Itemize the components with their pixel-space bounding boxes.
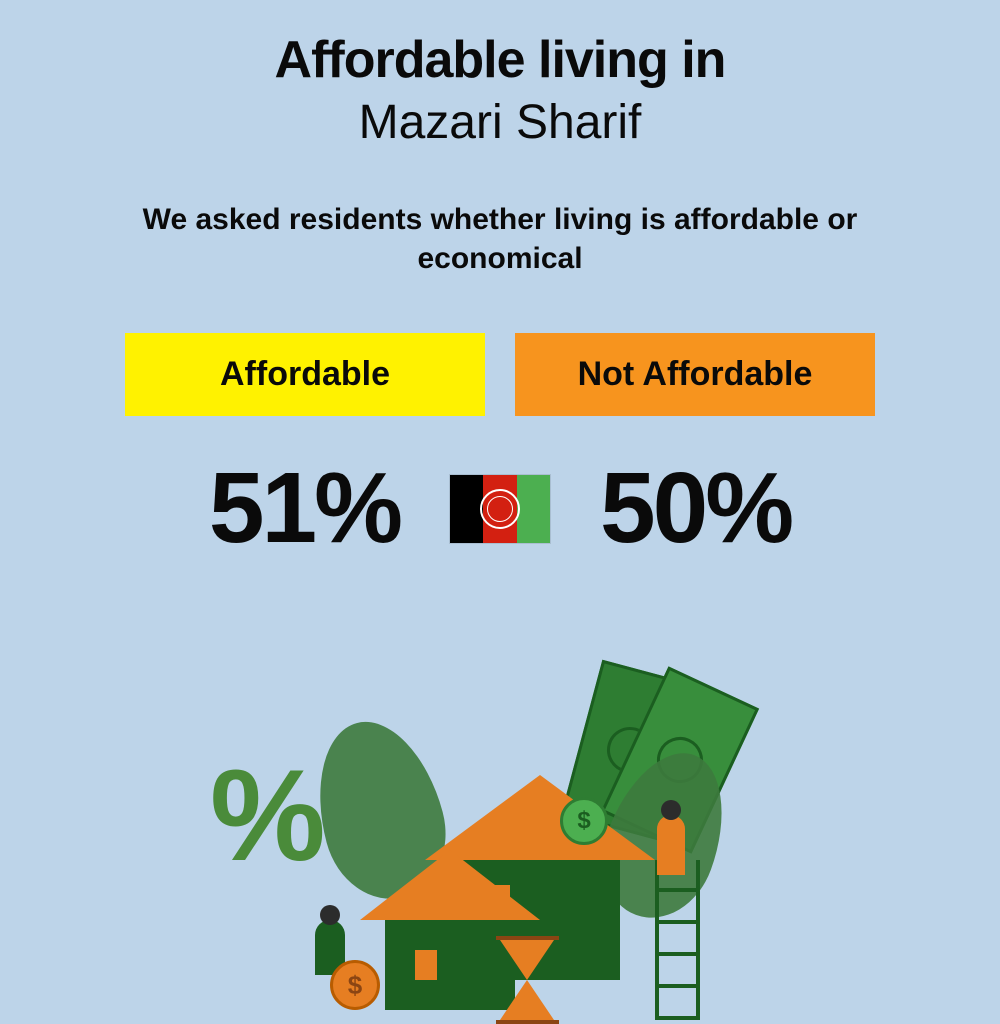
ladder-rung bbox=[659, 920, 696, 924]
illustration-container: % $ $ bbox=[220, 700, 780, 1020]
coin-slot-icon: $ bbox=[560, 797, 608, 845]
ladder-rung bbox=[659, 1016, 696, 1020]
house-roof-icon bbox=[360, 850, 540, 920]
percent-sign-icon: % bbox=[210, 740, 326, 890]
title-container: Affordable living in Mazari Sharif bbox=[0, 0, 1000, 150]
house-window-icon bbox=[415, 950, 437, 980]
person-rolling-coin-icon: $ bbox=[300, 910, 360, 1010]
subtitle-text: We asked residents whether living is aff… bbox=[0, 200, 1000, 278]
house-roof-icon bbox=[425, 775, 655, 860]
ladder-rung bbox=[659, 888, 696, 892]
stat-label-affordable: Affordable bbox=[125, 333, 485, 416]
stat-block-affordable: Affordable bbox=[125, 333, 485, 416]
coin-icon: $ bbox=[330, 960, 380, 1010]
hourglass-frame bbox=[496, 936, 559, 1024]
hourglass-icon bbox=[500, 940, 555, 1020]
ladder-icon bbox=[655, 860, 700, 1020]
stats-row: Affordable Not Affordable bbox=[0, 333, 1000, 416]
afghanistan-flag-icon bbox=[450, 475, 550, 543]
ladder-rung bbox=[659, 952, 696, 956]
title-line-2: Mazari Sharif bbox=[0, 95, 1000, 150]
stat-value-affordable: 51% bbox=[209, 451, 400, 566]
title-line-1: Affordable living in bbox=[0, 30, 1000, 90]
flag-emblem-icon bbox=[480, 489, 520, 529]
stat-value-not-affordable: 50% bbox=[600, 451, 791, 566]
ladder-rung bbox=[659, 984, 696, 988]
stat-block-not-affordable: Not Affordable bbox=[515, 333, 875, 416]
flag-stripe-green bbox=[517, 475, 550, 543]
person-head bbox=[320, 905, 340, 925]
person-on-ladder-head bbox=[661, 800, 681, 820]
stat-label-not-affordable: Not Affordable bbox=[515, 333, 875, 416]
stat-values-row: 51% 50% bbox=[0, 451, 1000, 566]
person-on-ladder-body bbox=[657, 815, 685, 875]
flag-stripe-black bbox=[450, 475, 483, 543]
